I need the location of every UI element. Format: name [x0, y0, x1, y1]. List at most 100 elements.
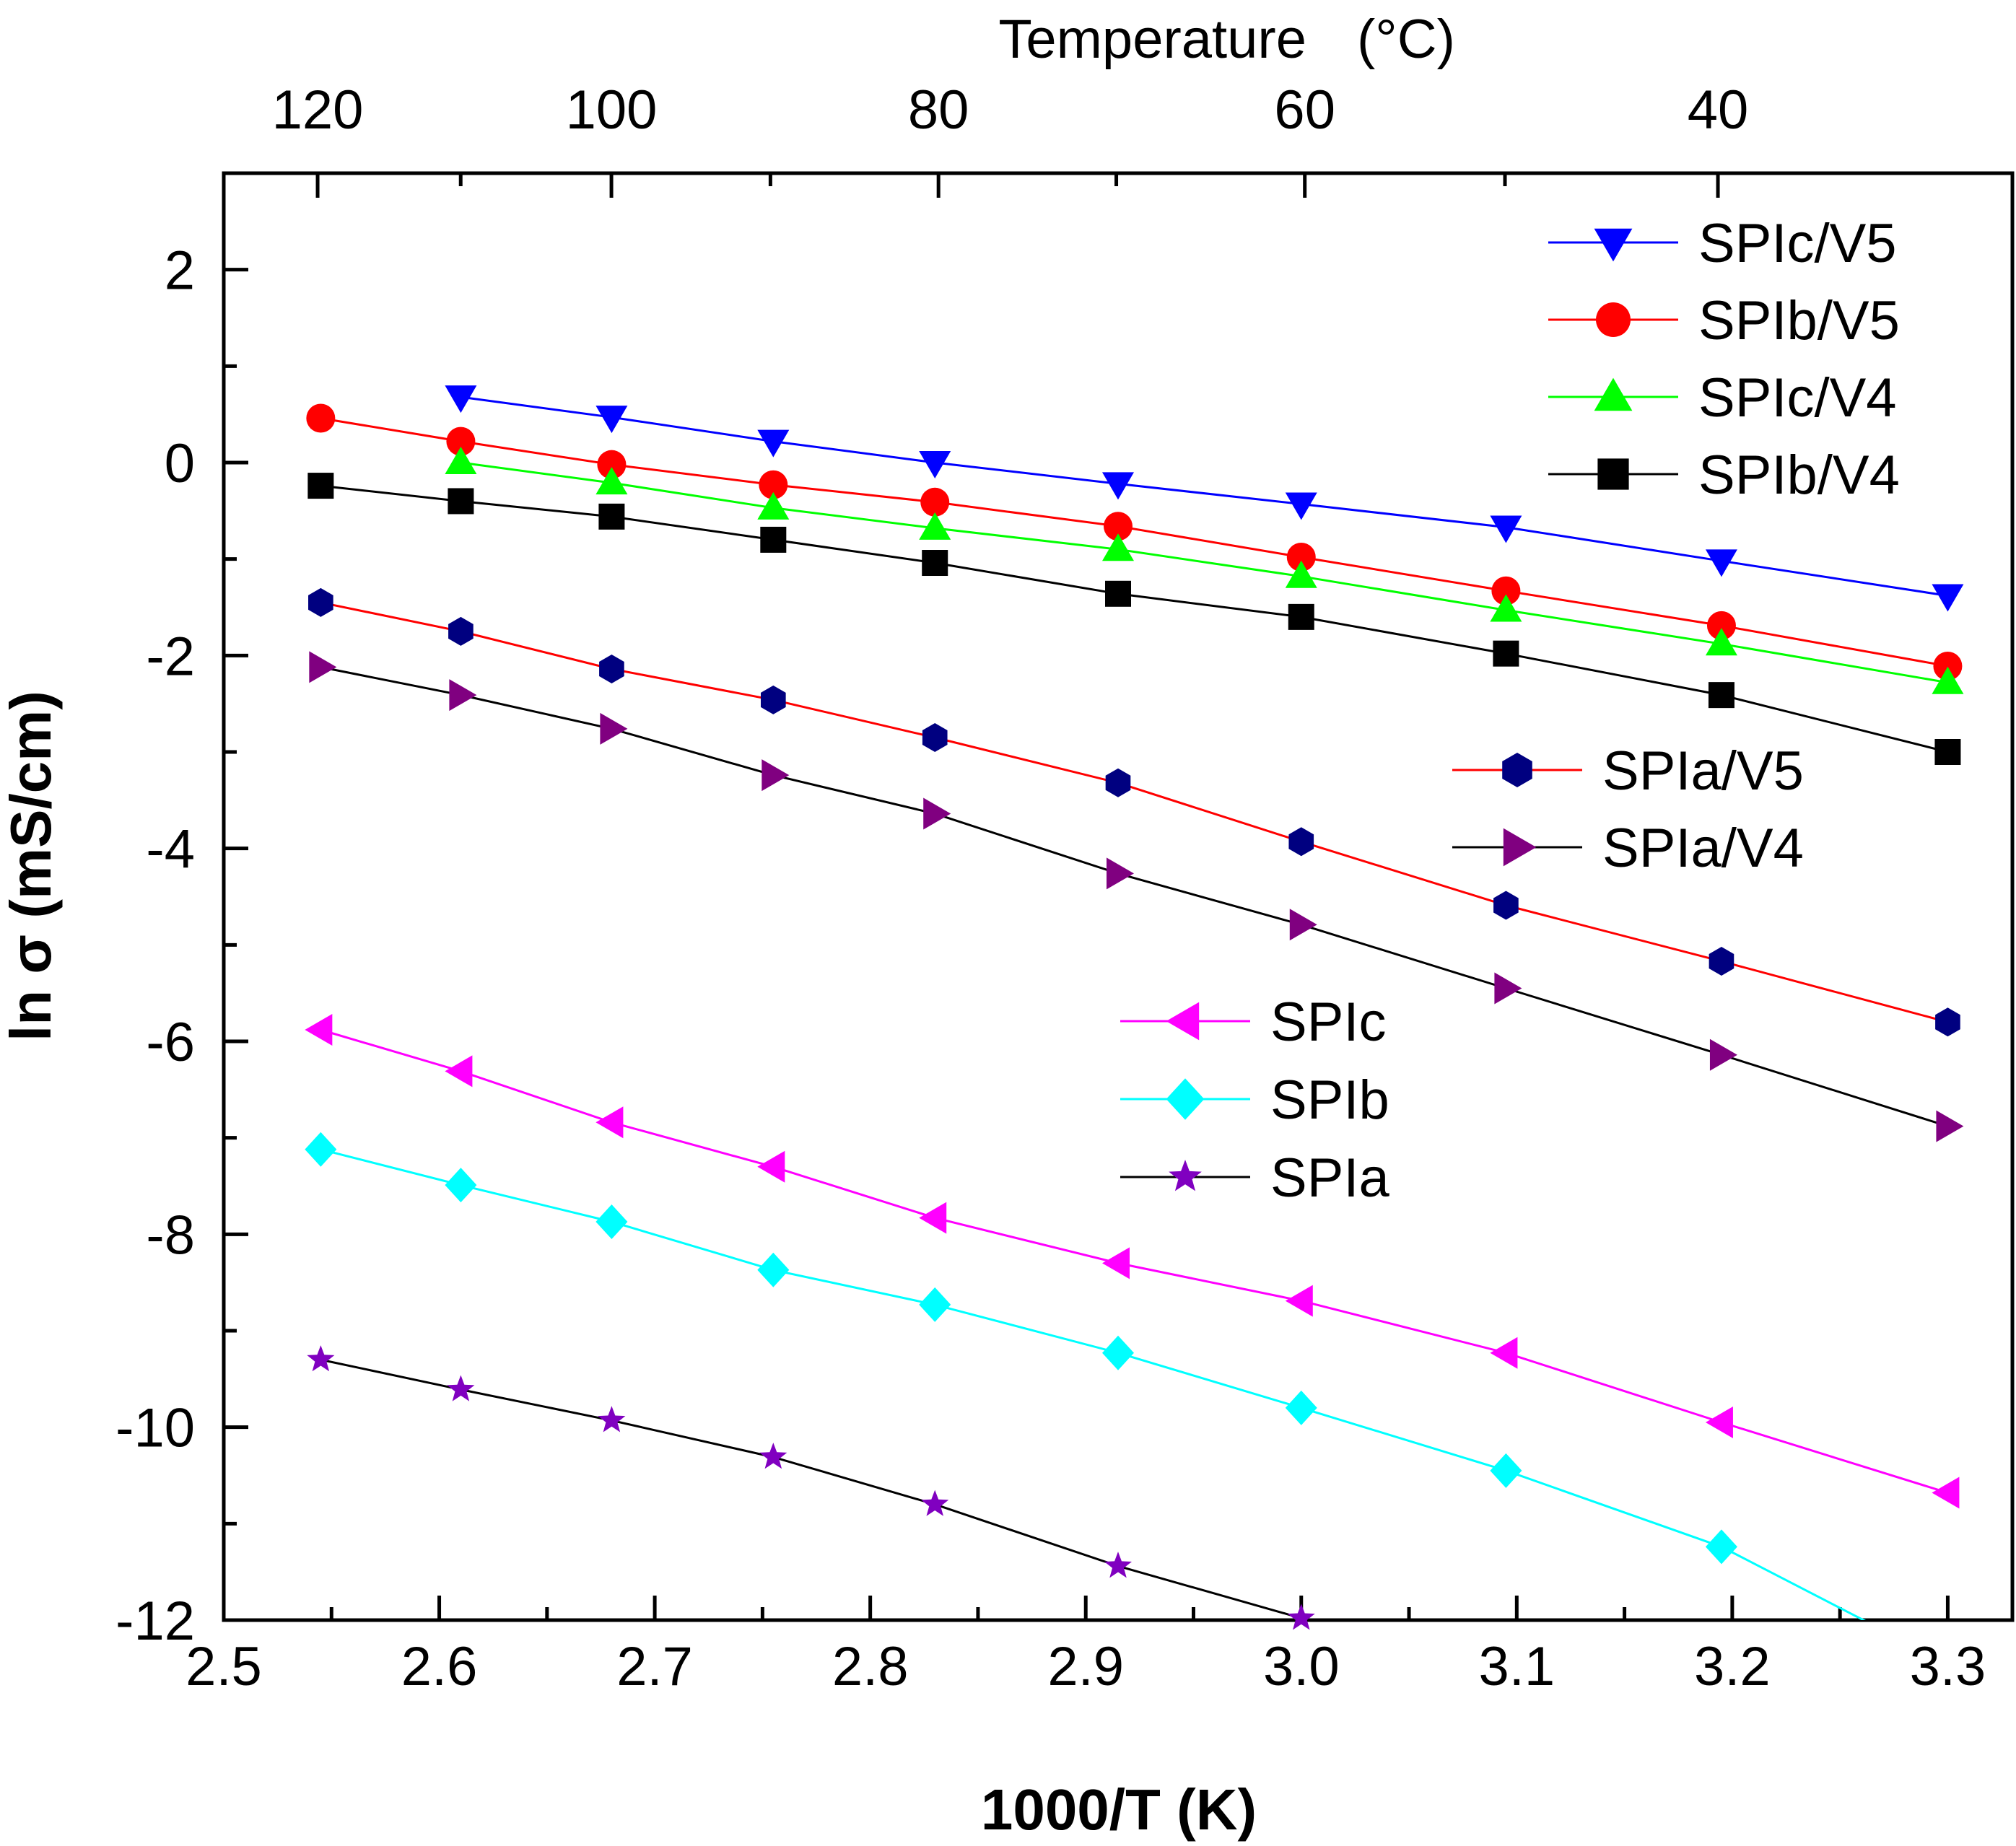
- y-tick-label: -10: [115, 1398, 195, 1459]
- data-point-spib-v4: [922, 550, 948, 577]
- legend-marker-spib-v4: [1597, 458, 1629, 490]
- top-tick-label: 80: [908, 79, 969, 141]
- legend-label-spia-v5: SPIa/V5: [1602, 740, 1804, 802]
- data-point-spia: [598, 1406, 626, 1432]
- data-point-spia: [307, 1345, 335, 1372]
- legend-marker-spib: [1166, 1078, 1205, 1120]
- data-point-spia-v4: [309, 651, 337, 683]
- top-tick-label: 40: [1688, 79, 1749, 141]
- x-tick-label: 2.8: [832, 1636, 909, 1697]
- data-point-spib: [445, 1168, 477, 1203]
- legend-label-spic-v4: SPIc/V4: [1698, 367, 1897, 429]
- data-point-spib-v4: [448, 488, 474, 515]
- data-point-spic-v4: [595, 467, 628, 495]
- data-point-spib: [1490, 1453, 1522, 1488]
- data-point-spic-v5: [757, 429, 790, 458]
- legend-marker-spia-v5: [1502, 753, 1532, 787]
- data-point-spic-v5: [445, 385, 477, 414]
- legend-label-spia: SPIa: [1270, 1147, 1389, 1209]
- x-tick-label: 2.5: [186, 1636, 262, 1697]
- series-line-spia-v4: [320, 665, 1948, 1128]
- legend-marker-spic-v5: [1594, 228, 1633, 262]
- data-point-spib: [919, 1287, 951, 1322]
- legend: SPIc/V5 SPIb/V5 SPIc/V4 SPIb/V4 SPIa/V5 SPIa/…: [1120, 213, 1900, 1209]
- data-point-spib-v4: [1493, 640, 1519, 667]
- data-point-spia-v5: [760, 685, 786, 714]
- series-line-spic: [320, 1028, 1948, 1495]
- data-point-spic-v5: [1102, 472, 1134, 500]
- data-point-spib-v4: [760, 526, 787, 553]
- top-axis-unit: (°C): [1357, 9, 1455, 70]
- data-point-spib-v5: [1491, 576, 1521, 605]
- y-axis-title: ln σ (mS/cm): [0, 691, 63, 1041]
- data-point-spia-v5: [922, 722, 948, 752]
- legend-marker-spia: [1169, 1160, 1202, 1191]
- data-point-spic-v4: [1102, 533, 1134, 561]
- data-point-spic-v4: [1705, 628, 1737, 656]
- data-point-spia-v5: [1105, 768, 1131, 797]
- data-point-spib: [1285, 1390, 1317, 1425]
- data-point-spic-v4: [1932, 666, 1964, 694]
- data-point-spia-v4: [1709, 1038, 1737, 1071]
- data-point-spic-v4: [919, 512, 951, 540]
- data-point-spic: [919, 1202, 947, 1234]
- x-axis-title: 1000/T (K): [981, 1777, 1257, 1842]
- legend-label-spib-v4: SPIb/V4: [1698, 445, 1900, 506]
- data-point-spic-v4: [1490, 594, 1522, 622]
- y-tick-label: 0: [165, 433, 195, 494]
- series-line-spia-v5: [320, 601, 1948, 1023]
- data-point-spib: [1705, 1529, 1737, 1565]
- data-point-spic-v5: [1932, 584, 1964, 612]
- data-point-spic-v5: [1490, 515, 1522, 543]
- data-point-spib: [757, 1252, 790, 1287]
- series-layer: [320, 395, 1948, 1620]
- x-tick-label: 2.9: [1047, 1636, 1124, 1697]
- y-tick-label: -12: [115, 1591, 195, 1652]
- x-tick-label: 3.3: [1910, 1636, 1986, 1697]
- data-point-spic: [1705, 1406, 1733, 1438]
- data-point-spib-v5: [306, 403, 336, 433]
- y-tick-label: -2: [146, 626, 195, 687]
- data-point-spia-v4: [1936, 1110, 1964, 1142]
- data-point-spic-v5: [1285, 492, 1317, 520]
- data-point-spib-v4: [598, 503, 625, 530]
- data-point-spib-v5: [759, 470, 788, 499]
- top-axis-title: Temperature: [998, 9, 1306, 70]
- data-point-spib-v4: [1288, 603, 1314, 630]
- axis-ticks: 2.5 2.6 2.7 2.8 2.9 3.0 3.1 3.2 3.3 2 0 -2 -4 -6 -8 -10…: [115, 79, 1986, 1697]
- data-point-spib-v4: [1105, 580, 1131, 607]
- data-point-spia-v4: [1107, 857, 1134, 890]
- x-tick-label: 2.6: [401, 1636, 478, 1697]
- data-point-spib: [595, 1204, 628, 1239]
- data-point-spia-v5: [1935, 1007, 1960, 1037]
- y-tick-label: -8: [146, 1204, 195, 1266]
- y-tick-label: -4: [146, 819, 195, 880]
- data-point-spia-v4: [923, 797, 951, 830]
- x-tick-label: 3.1: [1478, 1636, 1555, 1697]
- data-point-spia-v5: [1493, 891, 1519, 920]
- data-point-spic-v4: [445, 447, 477, 474]
- data-point-spib-v4: [1708, 682, 1734, 709]
- data-point-spib-v5: [1286, 542, 1316, 572]
- data-point-spia: [1287, 1604, 1315, 1630]
- data-point-spic-v5: [595, 406, 628, 434]
- top-tick-label: 60: [1274, 79, 1335, 141]
- data-point-spia: [447, 1375, 475, 1401]
- data-point-spia: [1104, 1552, 1133, 1578]
- data-point-spic-v4: [1285, 560, 1317, 588]
- legend-label-spic-v5: SPIc/V5: [1698, 213, 1897, 274]
- y-tick-label: -6: [146, 1012, 195, 1073]
- data-point-spib-v5: [446, 426, 476, 456]
- data-point-spia-v4: [1289, 909, 1317, 941]
- data-point-spia-v4: [1494, 972, 1522, 1005]
- legend-marker-spic: [1166, 1002, 1200, 1041]
- data-point-spic: [1932, 1477, 1960, 1509]
- data-point-spic: [1102, 1247, 1130, 1279]
- data-point-spic: [445, 1055, 473, 1088]
- data-point-spic: [757, 1150, 785, 1183]
- x-tick-label: 3.0: [1263, 1636, 1340, 1697]
- series-line-spib: [320, 1148, 1867, 1620]
- legend-label-spia-v4: SPIa/V4: [1602, 818, 1804, 879]
- top-tick-label: 120: [272, 79, 364, 141]
